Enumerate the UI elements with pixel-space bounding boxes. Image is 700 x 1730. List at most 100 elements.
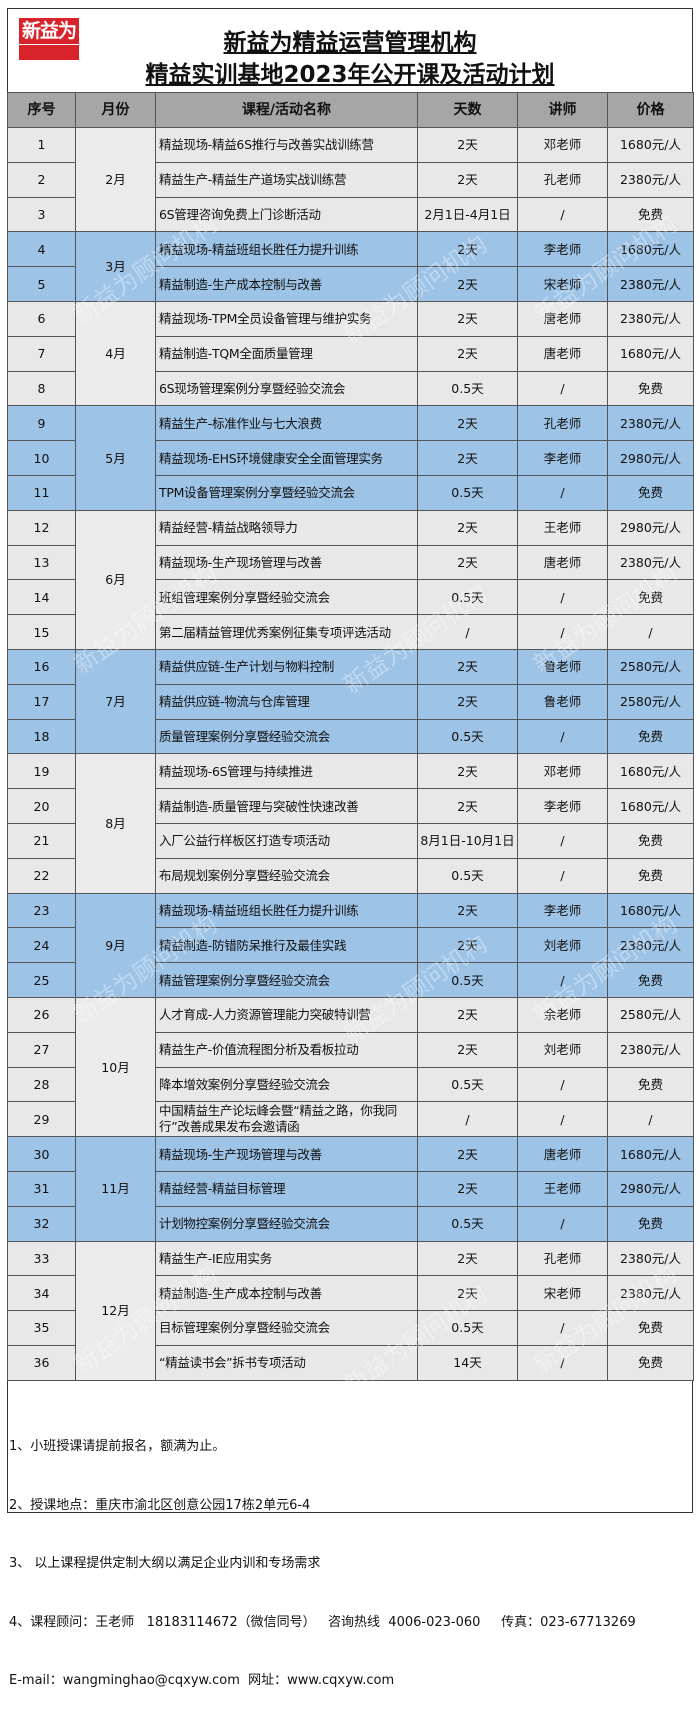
duration: 2天 xyxy=(417,996,518,1033)
price: 1680元/人 xyxy=(607,127,694,163)
row-index: 25 xyxy=(7,962,76,998)
price: 2380元/人 xyxy=(607,161,694,198)
price: 1680元/人 xyxy=(607,788,694,824)
course-name: 精益现场-生产现场管理与改善 xyxy=(155,1136,418,1172)
price: 免费 xyxy=(607,1205,694,1242)
teacher: / xyxy=(517,370,608,407)
table-row: 4 3月 精益现场-精益班组长胜任力提升训练 2天 李老师 1680元/人 xyxy=(7,231,694,302)
teacher: / xyxy=(517,196,608,233)
price: 2980元/人 xyxy=(607,509,694,546)
price: 2380元/人 xyxy=(607,300,694,337)
course-name: 精益供应链-物流与仓库管理 xyxy=(155,683,418,720)
course-name: 精益制造-防错防呆推行及最佳实践 xyxy=(155,927,418,964)
price: 2580元/人 xyxy=(607,996,694,1033)
table-row: 31 精益经营-精益目标管理 2天 王老师 2980元/人 xyxy=(7,1170,694,1207)
course-name: 6S现场管理案例分享暨经验交流会 xyxy=(155,370,418,407)
table-row: 25 精益管理案例分享暨经验交流会 0.5天 / 免费 xyxy=(7,962,694,998)
price: 免费 xyxy=(607,474,694,511)
price: 2380元/人 xyxy=(607,405,694,442)
teacher: 唐老师 xyxy=(517,335,608,372)
duration: 2天 xyxy=(417,405,518,442)
price: 免费 xyxy=(607,1066,694,1103)
price: 免费 xyxy=(607,579,694,616)
table-row: 11 TPM设备管理案例分享暨经验交流会 0.5天 / 免费 xyxy=(7,474,694,511)
course-name: 第二届精益管理优秀案例征集专项评选活动 xyxy=(155,614,418,650)
row-index: 18 xyxy=(7,718,76,755)
month-cell: 12月 xyxy=(75,1240,156,1381)
price: / xyxy=(607,1101,694,1138)
course-name: 人才育成-人力资源管理能力突破特训营 xyxy=(155,996,418,1033)
month-cell: 2月 xyxy=(75,126,156,233)
table-row: 16 7月 精益供应链-生产计划与物料控制 2天 鲁老师 2580元/人 xyxy=(7,648,694,755)
table-row: 27 精益生产-价值流程图分析及看板拉动 2天 刘老师 2380元/人 xyxy=(7,1031,694,1068)
row-index: 5 xyxy=(7,266,76,302)
price: 1680元/人 xyxy=(607,335,694,372)
course-name: 计划物控案例分享暨经验交流会 xyxy=(155,1205,418,1242)
teacher: 鲁老师 xyxy=(517,683,608,720)
course-name: 精益生产-价值流程图分析及看板拉动 xyxy=(155,1031,418,1068)
price: 免费 xyxy=(607,822,694,859)
price: 2980元/人 xyxy=(607,1170,694,1207)
table-row: 10 精益现场-EHS环境健康安全全面管理实务 2天 李老师 2980元/人 xyxy=(7,440,694,476)
row-index: 22 xyxy=(7,857,76,894)
duration: 0.5天 xyxy=(417,474,518,511)
table-row: 28 降本增效案例分享暨经验交流会 0.5天 / 免费 xyxy=(7,1066,694,1103)
price: 免费 xyxy=(607,370,694,407)
table-row: 30 11月 精益现场-生产现场管理与改善 2天 唐老师 1680元/人 xyxy=(7,1136,694,1242)
duration: / xyxy=(417,614,518,650)
duration: 0.5天 xyxy=(417,1066,518,1103)
row-index: 33 xyxy=(7,1240,76,1277)
table-row: 5 精益制造-生产成本控制与改善 2天 宋老师 2380元/人 xyxy=(7,266,694,302)
table-row: 23 9月 精益现场-精益班组长胜任力提升训练 2天 李老师 1680元/人 xyxy=(7,892,694,998)
course-name: 精益现场-EHS环境健康安全全面管理实务 xyxy=(155,440,418,476)
table-row: 20 精益制造-质量管理与突破性快速改善 2天 李老师 1680元/人 xyxy=(7,788,694,824)
course-name: 6S管理咨询免费上门诊断活动 xyxy=(155,196,418,233)
duration: / xyxy=(417,1101,518,1138)
price: 免费 xyxy=(607,857,694,894)
course-name: TPM设备管理案例分享暨经验交流会 xyxy=(155,474,418,511)
row-index: 36 xyxy=(7,1344,76,1381)
month-cell: 6月 xyxy=(75,509,156,650)
row-index: 14 xyxy=(7,579,76,616)
teacher: / xyxy=(517,614,608,650)
table-row: 7 精益制造-TQM全面质量管理 2天 唐老师 1680元/人 xyxy=(7,335,694,372)
teacher: 唐老师 xyxy=(517,300,608,337)
duration: 2天 xyxy=(417,266,518,302)
teacher: / xyxy=(517,1310,608,1346)
row-index: 1 xyxy=(7,127,76,163)
price: 免费 xyxy=(607,1310,694,1346)
duration: 2天 xyxy=(417,161,518,198)
course-name: 精益制造-TQM全面质量管理 xyxy=(155,335,418,372)
price: 1680元/人 xyxy=(607,753,694,790)
table-row: 2 精益生产-精益生产道场实战训练营 2天 孔老师 2380元/人 xyxy=(7,161,694,198)
price: 2380元/人 xyxy=(607,266,694,302)
course-name: 布局规划案例分享暨经验交流会 xyxy=(155,857,418,894)
teacher: 宋老师 xyxy=(517,1275,608,1312)
month-cell: 5月 xyxy=(75,405,156,511)
note-2: 2、授课地点：重庆市渝北区创意公园17栋2单元6-4 xyxy=(9,1497,311,1513)
subtitle-text: 精益实训基地2023年公开课及活动计划 xyxy=(145,62,555,88)
note-4: 4、课程顾问：王老师 18183114672（微信同号） 咨询热线 4006-0… xyxy=(9,1614,636,1630)
course-name: 精益供应链-生产计划与物料控制 xyxy=(155,648,418,685)
course-name: 质量管理案例分享暨经验交流会 xyxy=(155,718,418,755)
course-name: 精益生产-标准作业与七大浪费 xyxy=(155,405,418,442)
table-row: 32 计划物控案例分享暨经验交流会 0.5天 / 免费 xyxy=(7,1205,694,1242)
row-index: 26 xyxy=(7,996,76,1033)
course-name: 精益管理案例分享暨经验交流会 xyxy=(155,962,418,998)
duration: 2天 xyxy=(417,788,518,824)
duration: 14天 xyxy=(417,1344,518,1381)
month-cell: 11月 xyxy=(75,1136,156,1242)
table-row: 29 中国精益生产论坛峰会暨“精益之路，你我同行”改善成果发布会邀请函 / / / xyxy=(7,1101,694,1138)
teacher: 李老师 xyxy=(517,788,608,824)
table-row: 21 入厂公益行样板区打造专项活动 8月1日-10月1日 / 免费 xyxy=(7,822,694,859)
row-index: 29 xyxy=(7,1101,76,1138)
col-price: 价格 xyxy=(607,92,694,128)
price: 免费 xyxy=(607,718,694,755)
row-index: 28 xyxy=(7,1066,76,1103)
logo-subtitle xyxy=(19,44,79,55)
teacher: 孔老师 xyxy=(517,405,608,442)
table-row: 19 8月 精益现场-6S管理与持续推进 2天 邓老师 1680元/人 xyxy=(7,753,694,894)
month-cell: 4月 xyxy=(75,300,156,407)
row-index: 23 xyxy=(7,892,76,929)
logo-text: 新益为 xyxy=(21,20,77,42)
